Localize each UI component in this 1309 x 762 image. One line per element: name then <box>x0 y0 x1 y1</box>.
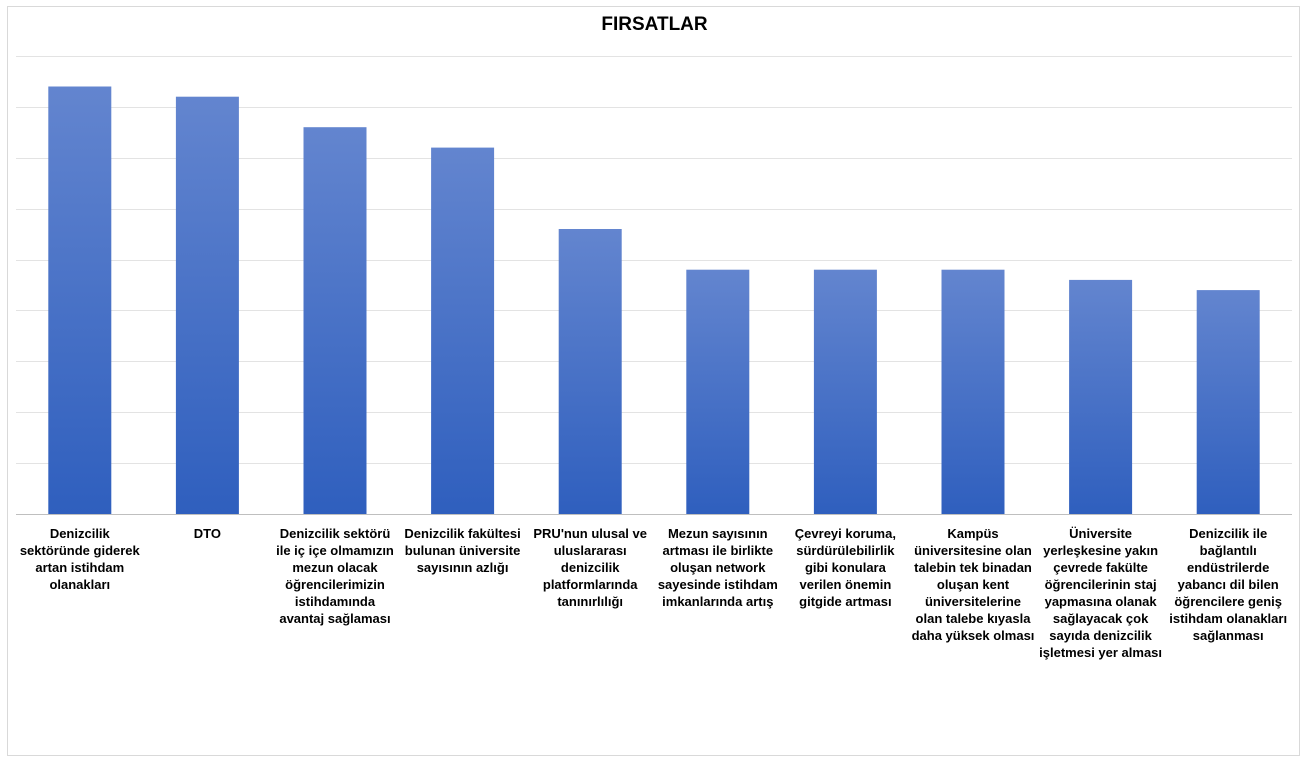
category-label: Denizcilik sektöründe giderek artan isti… <box>19 526 140 592</box>
category-label: Üniversite yerleşkesine yakın çevrede fa… <box>1039 526 1163 660</box>
category-label: Denizcilik fakültesi bulunan üniversite … <box>404 526 521 575</box>
category-label: Kampüs üniversitesine olan talebin tek b… <box>911 526 1035 643</box>
category-label: Çevreyi koruma, sürdürülebilirlik gibi k… <box>794 526 896 609</box>
category-label: Denizcilik ile bağlantılı endüstrilerde … <box>1169 526 1288 643</box>
bar <box>813 269 877 514</box>
chart-title: FIRSATLAR <box>601 14 708 35</box>
category-label: PRU'nun ulusal ve uluslararası denizcili… <box>533 526 647 609</box>
category-label: Denizcilik sektörü ile iç içe olmamızın … <box>276 526 394 626</box>
bar <box>686 269 750 514</box>
bar <box>558 229 622 514</box>
bar <box>1069 279 1133 514</box>
bars <box>48 86 1260 514</box>
bar <box>431 147 495 514</box>
bar <box>941 269 1005 514</box>
bar <box>1196 290 1260 514</box>
category-label: DTO <box>193 526 221 541</box>
category-label: Mezun sayısının artması ile birlikte olu… <box>657 526 778 609</box>
bar <box>48 86 112 514</box>
bar <box>175 96 239 514</box>
bar <box>303 127 367 514</box>
